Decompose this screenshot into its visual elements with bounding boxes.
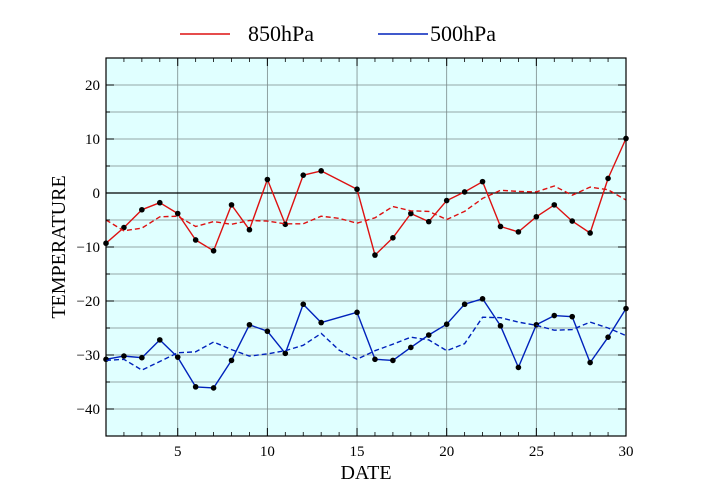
data-point — [479, 296, 486, 302]
data-point — [210, 385, 217, 391]
data-point — [425, 332, 432, 338]
data-point — [192, 384, 199, 390]
y-tick-label: 0 — [93, 186, 101, 202]
x-tick-label: 25 — [529, 444, 544, 460]
x-tick-label: 10 — [260, 444, 275, 460]
data-point — [497, 223, 504, 230]
y-tick-label: 20 — [85, 78, 100, 94]
legend-label: 500hPa — [430, 21, 496, 46]
y-tick-label: 10 — [85, 132, 100, 148]
y-tick-label: −10 — [77, 240, 100, 256]
data-point — [318, 319, 324, 326]
data-point — [390, 235, 396, 241]
data-point — [587, 359, 593, 366]
data-point — [282, 221, 289, 228]
data-point — [372, 252, 378, 258]
y-axis-label: TEMPERATURE — [48, 175, 70, 318]
x-tick-label: 15 — [350, 444, 365, 460]
x-axis-label: DATE — [340, 462, 391, 484]
data-point — [354, 309, 360, 316]
dashed-line-series-3 — [105, 316, 627, 371]
data-point — [264, 328, 271, 335]
x-tick-label: 20 — [439, 444, 454, 460]
data-point — [228, 357, 235, 364]
data-point — [533, 321, 540, 328]
data-point — [461, 301, 468, 308]
data-point — [605, 175, 611, 182]
data-point — [121, 224, 127, 231]
data-point — [210, 247, 217, 254]
legend-label: 850hPa — [248, 21, 314, 46]
data-point — [372, 356, 378, 363]
y-tick-label: −30 — [77, 348, 100, 364]
y-tick-label: −20 — [77, 294, 100, 310]
data-point — [569, 313, 576, 320]
data-point — [443, 197, 450, 204]
data-point — [515, 229, 522, 235]
data-point — [408, 344, 414, 351]
data-point — [156, 199, 163, 206]
data-point — [461, 189, 468, 195]
data-point — [551, 312, 558, 319]
data-point — [156, 337, 163, 343]
data-point — [139, 206, 145, 213]
data-series — [103, 135, 629, 391]
data-point — [390, 357, 396, 364]
axis-ticks: 5 10 15 20 25 30 −40 −30 −20 −10 0 10 20 — [77, 57, 634, 460]
data-point — [533, 213, 540, 220]
data-point — [551, 202, 558, 208]
legend: 850hPa 500hPa — [180, 21, 496, 46]
data-point — [246, 226, 253, 233]
data-point — [318, 168, 324, 174]
data-point — [479, 178, 486, 185]
data-point — [443, 321, 450, 328]
x-tick-label: 30 — [619, 444, 634, 460]
data-point — [354, 186, 360, 193]
data-point — [139, 354, 145, 361]
data-point — [300, 172, 307, 178]
data-point — [246, 321, 253, 328]
data-point — [515, 364, 522, 371]
data-point — [605, 334, 611, 340]
data-point — [408, 210, 414, 217]
data-point — [587, 230, 593, 236]
data-point — [569, 218, 576, 224]
data-point — [264, 176, 271, 183]
data-point — [228, 202, 235, 208]
data-point — [425, 218, 432, 225]
data-point — [300, 301, 307, 308]
data-point — [121, 353, 127, 359]
data-point — [174, 210, 181, 217]
x-tick-label: 5 — [174, 444, 182, 460]
y-tick-label: −40 — [77, 402, 100, 418]
data-point — [192, 237, 199, 243]
data-point — [282, 350, 289, 357]
dashed-line-series-1 — [105, 185, 627, 232]
data-point — [174, 354, 181, 360]
data-point — [497, 323, 504, 329]
